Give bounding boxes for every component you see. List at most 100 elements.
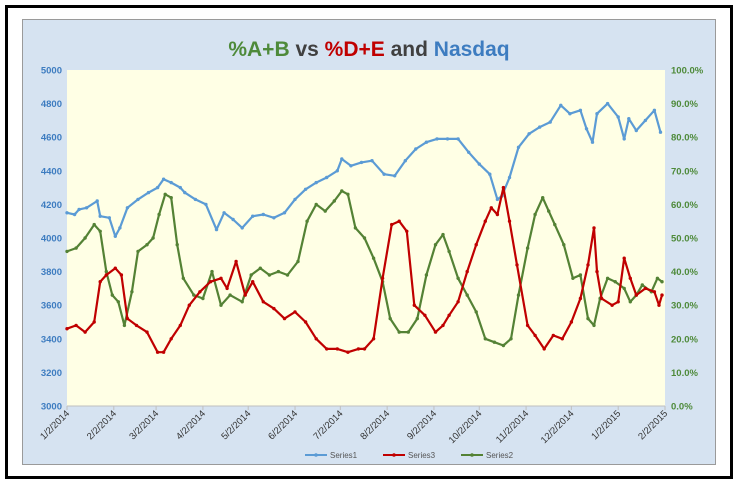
data-point-series2	[533, 212, 537, 217]
data-point-series3	[169, 337, 173, 341]
data-point-series3	[272, 306, 276, 311]
x-tick-label: 12/2/2014	[539, 408, 577, 446]
data-point-series1	[293, 197, 297, 202]
legend-marker-series3	[392, 453, 396, 457]
data-point-series3	[104, 273, 109, 277]
data-point-series3	[390, 222, 394, 227]
chart-title-part: %D+E	[325, 38, 385, 61]
data-point-series3	[234, 259, 238, 264]
data-point-series1	[98, 214, 102, 218]
data-point-series1	[222, 211, 226, 215]
data-point-series2	[371, 256, 376, 260]
data-point-series2	[525, 246, 530, 250]
data-point-series3	[380, 276, 385, 280]
data-point-series3	[412, 303, 416, 307]
y-right-tick-label: 100.0%	[671, 66, 704, 77]
y-left-tick-label: 4600	[41, 133, 62, 144]
data-point-series1	[335, 169, 339, 173]
chart-title-part: and	[385, 38, 434, 61]
data-point-series1	[578, 108, 583, 113]
x-tick-label: 1/2/2014	[38, 408, 72, 442]
data-point-series3	[325, 347, 329, 351]
data-point-series2	[151, 236, 155, 240]
data-point-series3	[251, 280, 255, 284]
y-right-tick-label: 50.0%	[671, 234, 698, 245]
data-point-series2	[323, 209, 327, 213]
data-point-series1	[240, 226, 244, 230]
data-point-series2	[483, 337, 487, 341]
data-point-series2	[110, 293, 115, 297]
data-point-series1	[183, 190, 187, 195]
data-point-series1	[193, 197, 198, 202]
data-point-series3	[616, 300, 620, 304]
data-point-series2	[276, 269, 281, 274]
data-point-series1	[136, 197, 140, 202]
data-point-series2	[456, 276, 460, 280]
data-point-series2	[74, 246, 78, 250]
y-left-tick-label: 4000	[41, 234, 62, 245]
data-point-series3	[178, 323, 182, 328]
x-tick-label: 5/2/2014	[219, 408, 253, 442]
series-line-series1	[66, 102, 662, 238]
data-point-series1	[435, 137, 439, 141]
data-point-series3	[456, 300, 460, 304]
data-point-series2	[181, 276, 185, 280]
data-point-series3	[219, 276, 223, 280]
chart-title: %A+B vs %D+E and Nasdaq	[228, 38, 509, 61]
data-point-series1	[538, 125, 542, 129]
data-point-series2	[362, 236, 367, 240]
data-point-series2	[501, 343, 506, 348]
data-point-series3	[489, 206, 493, 210]
y-right-tick-label: 90.0%	[671, 99, 698, 110]
data-point-series3	[610, 303, 614, 307]
data-point-series3	[145, 330, 149, 334]
data-point-series3	[628, 276, 632, 280]
data-point-series1	[231, 217, 235, 222]
data-point-series3	[155, 350, 160, 354]
data-point-series1	[359, 160, 364, 165]
data-point-series3	[660, 293, 664, 297]
data-point-series1	[282, 211, 287, 215]
data-point-series1	[325, 175, 329, 180]
data-point-series3	[261, 300, 265, 304]
data-point-series1	[146, 190, 151, 195]
data-point-series1	[72, 212, 77, 217]
data-point-series2	[219, 303, 223, 307]
data-point-series2	[116, 300, 121, 304]
data-point-series3	[569, 320, 574, 324]
data-point-series1	[516, 145, 521, 149]
data-point-series2	[605, 276, 610, 280]
data-point-series2	[516, 293, 521, 297]
data-point-series1	[584, 127, 589, 131]
data-point-series3	[371, 337, 376, 341]
data-point-series3	[483, 219, 487, 223]
data-point-series3	[125, 316, 130, 321]
data-point-series2	[509, 337, 513, 341]
data-point-series2	[492, 340, 497, 344]
data-point-series1	[272, 216, 276, 220]
data-point-series3	[599, 296, 604, 301]
chart-title-part: vs	[290, 38, 325, 61]
data-point-series2	[305, 219, 309, 223]
data-point-series3	[447, 313, 451, 317]
data-point-series1	[95, 199, 99, 203]
x-tick-label: 9/2/2014	[405, 408, 439, 442]
data-point-series2	[346, 192, 350, 196]
data-point-series2	[433, 243, 438, 247]
data-point-series2	[474, 310, 478, 314]
data-point-series2	[98, 229, 102, 233]
data-point-series3	[187, 303, 191, 307]
legend-marker-series2	[470, 453, 474, 457]
data-point-series2	[660, 280, 664, 284]
data-point-series1	[65, 211, 69, 215]
data-point-series2	[192, 293, 196, 297]
data-point-series2	[447, 249, 451, 254]
data-point-series1	[559, 103, 563, 108]
y-left-tick-label: 5000	[41, 66, 62, 77]
legend-marker-series1	[314, 453, 318, 457]
data-point-series1	[107, 216, 112, 220]
data-point-series2	[267, 273, 272, 277]
data-point-series1	[658, 130, 663, 134]
data-point-series3	[243, 293, 247, 297]
data-point-series3	[346, 350, 350, 354]
